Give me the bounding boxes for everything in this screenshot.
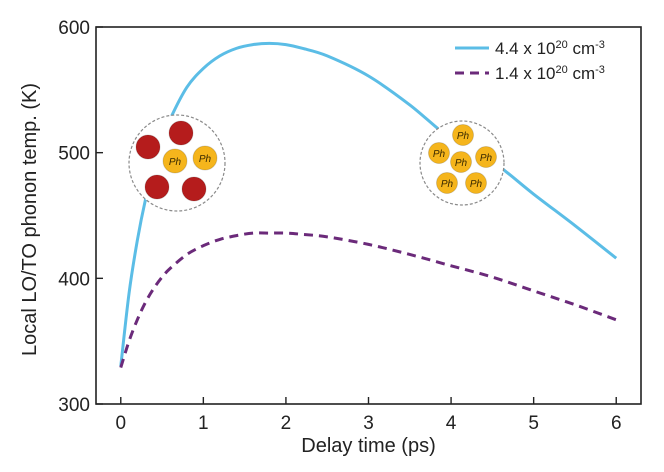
y-tick-label: 500	[58, 144, 90, 165]
y-axis-label: Local LO/TO phonon temp. (K)	[19, 83, 41, 356]
particle-label: Ph	[480, 153, 493, 164]
x-tick-label: 0	[115, 413, 126, 434]
x-tick-label: 4	[446, 413, 457, 434]
legend-text-part: 4.4 x 10	[495, 39, 556, 58]
legend-superscript: -3	[595, 39, 605, 51]
x-tick-label: 6	[611, 413, 622, 434]
phonon-particle	[428, 142, 450, 164]
legend-text-part: cm	[568, 64, 595, 83]
x-tick-label: 1	[198, 413, 209, 434]
legend-superscript: 20	[556, 64, 568, 76]
phonon-particle	[162, 148, 188, 174]
carrier-particle	[135, 134, 161, 160]
particle-label: Ph	[199, 154, 212, 165]
phonon-particle	[452, 124, 474, 146]
y-tick-label: 600	[58, 18, 90, 39]
particle-label: Ph	[470, 179, 483, 190]
phonon-particle	[192, 145, 218, 171]
particle-cluster-1: Ph Ph	[128, 114, 226, 212]
x-tick-label: 3	[363, 413, 374, 434]
legend-label: 4.4 x 1020 cm-3	[495, 39, 605, 58]
phonon-particle	[475, 146, 497, 168]
legend: 4.4 x 1020 cm-31.4 x 1020 cm-3	[455, 39, 605, 83]
carrier-particle	[181, 176, 207, 202]
particle-label: Ph	[455, 158, 468, 169]
phonon-particle	[436, 172, 458, 194]
particle-label: Ph	[433, 149, 446, 160]
legend-text-part: cm	[568, 39, 595, 58]
phonon-particle	[450, 151, 472, 173]
series-line-2	[119, 231, 617, 369]
legend-text-part: 1.4 x 10	[495, 64, 556, 83]
legend-entry-2: 1.4 x 1020 cm-3	[455, 64, 605, 83]
y-tick-label: 400	[58, 269, 90, 290]
x-tick-label: 2	[281, 413, 292, 434]
x-tick-label: 5	[528, 413, 539, 434]
particle-label: Ph	[457, 131, 470, 142]
legend-superscript: 20	[556, 39, 568, 51]
axis-layer: 0 1 2 3 4 5 6 300 400 500 600	[58, 18, 642, 434]
legend-label: 1.4 x 1020 cm-3	[495, 64, 605, 83]
x-axis-label: Delay time (ps)	[301, 435, 435, 457]
particle-label: Ph	[441, 179, 454, 190]
particle-label: Ph	[169, 157, 182, 168]
legend-entry-1: 4.4 x 1020 cm-3	[455, 39, 605, 58]
y-tick-label: 300	[58, 395, 90, 416]
carrier-particle	[168, 120, 194, 146]
legend-superscript: -3	[595, 64, 605, 76]
phonon-particle	[465, 172, 487, 194]
carrier-particle	[144, 174, 170, 200]
